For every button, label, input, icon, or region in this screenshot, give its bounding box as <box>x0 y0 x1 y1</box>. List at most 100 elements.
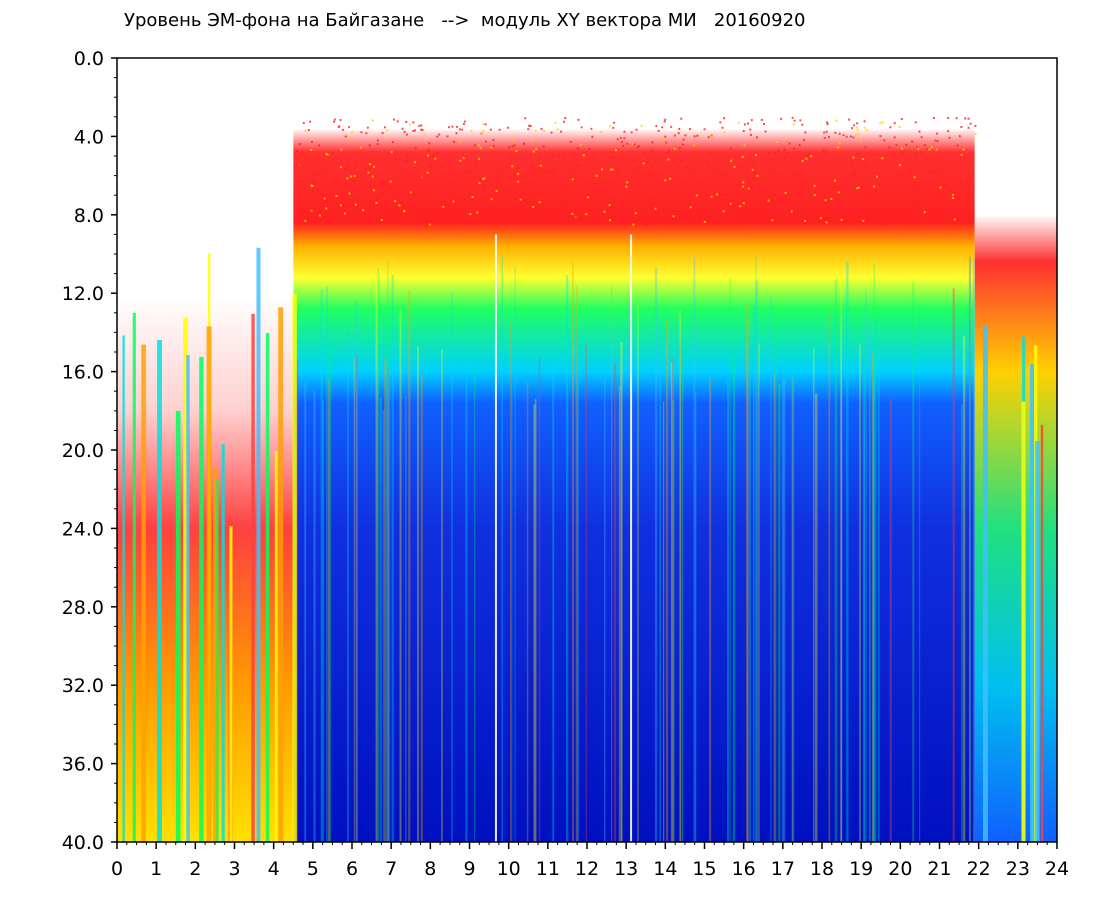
spectrogram-streak <box>620 363 622 842</box>
spectrogram-speckle <box>793 172 796 175</box>
spectrogram-streak <box>355 301 358 842</box>
spectrogram-speckle <box>642 161 645 164</box>
spectrogram-speckle <box>758 186 761 189</box>
spectrogram-speckle <box>539 164 542 167</box>
spectrogram-speckle <box>817 222 820 225</box>
y-tick-label: 20.0 <box>62 440 104 462</box>
spectrogram-speckle <box>787 157 790 160</box>
spectrogram-speckle <box>664 118 667 121</box>
spectrogram-speckle <box>801 123 804 126</box>
spectrogram-speckle <box>585 182 588 185</box>
spectrogram-speckle <box>474 161 477 164</box>
spectrogram-speckle <box>343 209 346 212</box>
spectrogram-speckle <box>751 168 754 171</box>
spectrogram-speckle <box>723 193 726 196</box>
spectrogram-speckle <box>773 168 776 171</box>
spectrogram-speckle <box>954 196 957 199</box>
spectrogram-speckle <box>506 126 509 129</box>
spectrogram-speckle <box>562 120 565 123</box>
spectrogram-speckle <box>677 132 680 135</box>
spectrogram-speckle <box>623 130 626 133</box>
spectrogram-speckle <box>324 198 327 201</box>
spectrogram-speckle <box>323 197 326 200</box>
spectrogram-speckle <box>783 148 786 151</box>
spectrogram-speckle <box>339 119 342 122</box>
spectrogram-speckle <box>407 224 410 227</box>
spectrogram-speckle <box>942 159 945 162</box>
spectrogram-streak <box>813 348 815 842</box>
spectrogram-speckle <box>560 130 563 133</box>
spectrogram-speckle <box>427 188 430 191</box>
spectrogram-speckle <box>819 217 822 220</box>
spectrogram-speckle <box>665 141 668 144</box>
spectrogram-speckle <box>413 129 416 132</box>
spectrogram-speckle <box>563 156 566 159</box>
spectrogram-speckle <box>953 219 956 222</box>
spectrogram-speckle <box>651 141 654 144</box>
spectrogram-speckle <box>635 128 638 131</box>
spectrogram-speckle <box>453 212 456 215</box>
spectrogram-speckle <box>623 192 626 195</box>
spectrogram-speckle <box>574 214 577 217</box>
spectrogram-speckle <box>382 180 385 183</box>
spectrogram-speckle <box>401 202 404 205</box>
spectrogram-speckle <box>490 198 493 201</box>
spectrogram-speckle <box>714 218 717 221</box>
spectrogram-speckle <box>669 177 672 180</box>
spectrogram-speckle <box>952 196 955 199</box>
spectrogram-speckle <box>477 183 480 186</box>
spectrogram-speckle <box>547 213 550 216</box>
spectrogram-speckle <box>371 175 374 178</box>
spectrogram-streak <box>694 392 697 842</box>
spectrogram-speckle <box>923 180 926 183</box>
spectrogram-speckle <box>866 195 869 198</box>
spectrogram-speckle <box>608 204 611 207</box>
spectrogram-speckle <box>317 189 320 192</box>
spectrogram-speckle <box>609 219 612 222</box>
spectrogram-speckle <box>617 203 620 206</box>
spectrogram-speckle <box>376 139 379 142</box>
spectrogram-streak <box>265 333 270 842</box>
spectrogram-speckle <box>750 200 753 203</box>
spectrogram-speckle <box>315 216 318 219</box>
spectrogram-speckle <box>900 173 903 176</box>
spectrogram-speckle <box>640 124 643 127</box>
spectrogram-speckle <box>446 135 449 138</box>
spectrogram-speckle <box>788 142 791 145</box>
spectrogram-speckle <box>427 154 430 157</box>
spectrogram-speckle <box>636 184 639 187</box>
spectrogram-speckle <box>949 162 952 165</box>
spectrogram-speckle <box>592 156 595 159</box>
spectrogram-streak <box>672 400 675 842</box>
spectrogram-speckle <box>453 210 456 213</box>
spectrogram-streak <box>919 305 921 842</box>
spectrogram-speckle <box>452 200 455 203</box>
spectrogram-speckle <box>741 165 744 168</box>
spectrogram-speckle <box>956 198 959 201</box>
spectrogram-speckle <box>390 151 393 154</box>
spectrogram-speckle <box>456 211 459 214</box>
spectrogram-speckle <box>718 211 721 214</box>
spectrogram-speckle <box>891 151 894 154</box>
spectrogram-speckle <box>678 147 681 150</box>
spectrogram-streak <box>968 256 971 842</box>
spectrogram-speckle <box>931 182 934 185</box>
spectrogram-speckle <box>862 219 865 222</box>
spectrogram-speckle <box>605 206 608 209</box>
spectrogram-streak <box>320 290 323 842</box>
spectrogram-speckle <box>483 184 486 187</box>
spectrogram-speckle <box>853 124 856 127</box>
spectrogram-speckle <box>953 151 956 154</box>
spectrogram-speckle <box>517 166 520 169</box>
spectrogram-speckle <box>867 187 870 190</box>
spectrogram-speckle <box>571 178 574 181</box>
spectrogram-speckle <box>685 159 688 162</box>
spectrogram-speckle <box>440 166 443 169</box>
spectrogram-speckle <box>853 172 856 175</box>
spectrogram-speckle <box>633 143 636 146</box>
spectrogram-streak <box>386 319 388 842</box>
spectrogram-speckle <box>657 129 660 132</box>
spectrogram-speckle <box>348 186 351 189</box>
x-tick-label: 13 <box>614 858 638 880</box>
spectrogram-speckle <box>347 192 350 195</box>
